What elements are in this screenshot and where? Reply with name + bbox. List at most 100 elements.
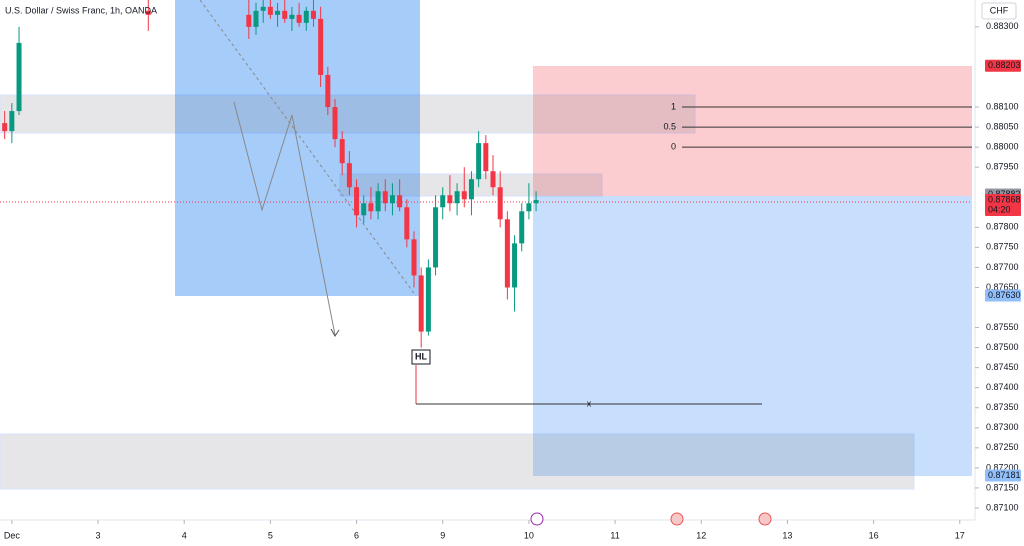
target-zone [533,196,972,476]
price-badge [985,469,1021,482]
candle-body [246,14,252,27]
x-tick-label: 5 [268,530,273,540]
candle-body [404,207,410,240]
candle-body [418,275,424,332]
candle-body [318,18,324,75]
candle-body [397,195,403,208]
trend-line [199,0,417,297]
price-badge-label: 0.88203 [988,60,1021,70]
currency-box [981,2,1017,20]
candle-body [303,10,309,23]
price-badge-label: 0.87181 [988,470,1021,480]
event-icon[interactable] [530,512,544,526]
x-tick-label: 12 [696,530,706,540]
countdown: 04:20 [988,204,1011,214]
x-tick-label: 9 [440,530,445,540]
candle-body [512,243,518,288]
candle-body [382,191,388,204]
x-tick-label: 10 [524,530,534,540]
x-tick-label: 17 [955,530,965,540]
title: U.S. Dollar / Swiss Franc, 1h, OANDA [5,5,157,15]
y-tick-label: 0.87800 [986,222,1019,232]
zone-low [0,433,915,490]
highlight-box [175,0,420,296]
candle-body [253,10,259,27]
candle-body [468,179,474,200]
candle-body [16,42,22,112]
y-tick-label: 0.87450 [986,362,1019,372]
price-badge-label: 0.87882 [988,189,1021,199]
hl-label: HL [415,351,427,361]
candle-body [389,195,395,204]
y-tick-label: 0.87750 [986,242,1019,252]
candle-body [447,195,453,204]
price-badge-label: 0.87868 [988,194,1021,204]
candle-body [526,203,532,212]
candle-body [354,187,360,216]
candle-body [483,143,489,172]
y-tick-label: 0.87500 [986,342,1019,352]
candle-body [346,163,352,188]
flag-icon[interactable] [758,512,772,526]
candle-body [282,10,288,19]
arrow-head [330,328,340,337]
candle-body [2,123,8,132]
y-tick-label: 0.87250 [986,442,1019,452]
candle-body [260,6,266,11]
x-tick-label: 16 [869,530,879,540]
y-tick-label: 0.88000 [986,142,1019,152]
candle-body [454,191,460,204]
candle-body [411,239,417,276]
candle-body [519,211,525,244]
candle-body [289,14,295,19]
hl-box [411,349,431,365]
y-tick-label: 0.88100 [986,101,1019,111]
candle-body [9,111,15,132]
candle-body [433,207,439,268]
candle-body [440,195,446,208]
candle-body [332,107,338,140]
price-badge [985,289,1021,302]
y-tick-label: 0.87150 [986,482,1019,492]
y-tick-label: 0.87700 [986,262,1019,272]
y-tick-label: 0.88300 [986,21,1019,31]
y-tick-label: 0.87950 [986,162,1019,172]
level-label: 1 [671,101,676,111]
y-tick-label: 0.87650 [986,282,1019,292]
candle-body [275,10,281,15]
candle-body [339,139,345,164]
y-tick-label: 0.87550 [986,322,1019,332]
candle-body [425,267,431,332]
x-tick-label: 6 [354,530,359,540]
level-label: 0.5 [663,121,676,131]
plot [2,0,539,348]
candle-body [368,203,374,212]
candle-body [325,74,331,108]
y-tick-label: 0.87100 [986,502,1019,512]
candle-body [145,10,151,15]
zone-top [0,94,696,134]
x-label: x [587,398,592,408]
flag-icon[interactable] [670,512,684,526]
level-label: 0 [671,142,676,152]
candle-body [375,191,381,212]
candle-body [533,200,539,204]
currency: CHF [990,5,1009,15]
candle-body [497,187,503,220]
x-tick-label: 3 [96,530,101,540]
x-tick-label: 11 [610,530,619,540]
candle-body [310,10,316,19]
x-tick-label: 4 [182,530,187,540]
y-tick-label: 0.88050 [986,121,1019,131]
price-badge [985,194,1021,217]
price-badge-label: 0.87630 [988,290,1021,300]
y-tick-label: 0.87400 [986,382,1019,392]
y-tick-label: 0.87300 [986,422,1019,432]
candle-body [267,6,273,15]
candle-body [490,171,496,188]
candle-body [476,143,482,180]
candle-body [461,191,467,200]
y-tick-label: 0.87200 [986,462,1019,472]
candle-body [361,203,367,216]
